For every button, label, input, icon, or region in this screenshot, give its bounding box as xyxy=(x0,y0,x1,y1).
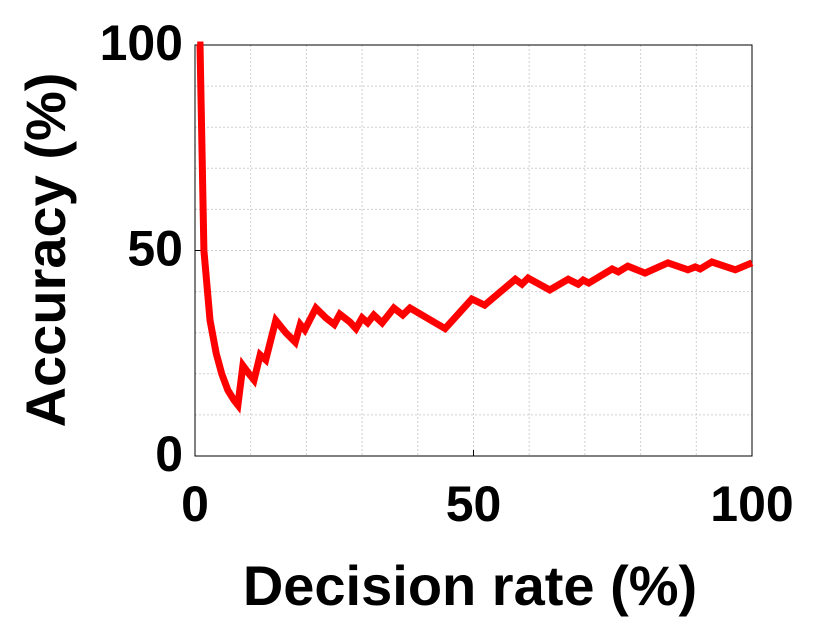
y-tick-label: 50 xyxy=(127,221,183,277)
y-axis-label: Accuracy (%) xyxy=(14,73,77,428)
x-tick-label: 100 xyxy=(710,476,793,532)
x-axis-label: Decision rate (%) xyxy=(243,554,697,617)
data-line xyxy=(196,41,754,414)
plot-frame xyxy=(194,44,753,457)
y-tick-label: 100 xyxy=(100,15,183,71)
y-tick-label: 0 xyxy=(155,426,183,482)
x-tick-label: 50 xyxy=(446,476,502,532)
x-tick-label: 0 xyxy=(181,476,209,532)
